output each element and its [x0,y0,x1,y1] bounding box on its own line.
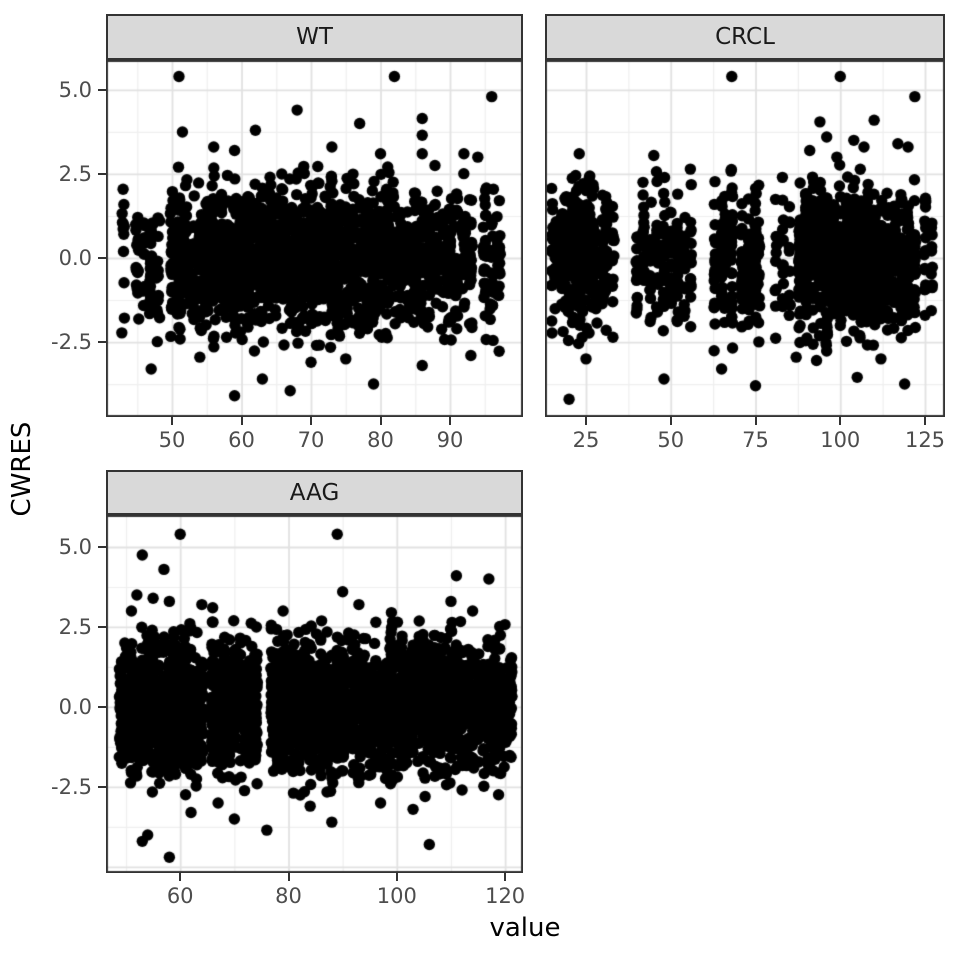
x-tick-mark [924,417,926,425]
x-tick-label: 120 [485,884,526,908]
y-tick-label: 5.0 [58,77,92,102]
x-tick-label: 80 [367,428,394,452]
x-tick-mark [287,873,290,881]
x-tick-label: 50 [158,428,186,452]
y-tick-mark [98,785,106,788]
y-tick-label: 0.0 [58,694,92,719]
x-tick-mark [171,417,174,425]
x-tick-mark [379,417,382,425]
y-tick-label: 2.5 [58,614,92,639]
x-tick-mark [754,417,757,425]
scatter-panel-canvas [106,515,523,873]
facet-strip: AAG [106,470,523,515]
x-tick-mark [179,873,182,881]
y-tick-mark [98,256,106,259]
x-tick-label: 125 [904,428,946,452]
scatter-panel-canvas [545,60,945,417]
x-axis-title: value [489,913,561,943]
x-tick-label: 75 [742,428,769,452]
x-tick-mark [240,417,243,425]
y-tick-label: -2.5 [51,330,92,355]
y-axis-title: CWRES [7,421,37,517]
x-tick-label: 25 [572,428,600,452]
x-tick-mark [395,873,398,881]
x-tick-label: 60 [228,428,255,452]
x-tick-mark [585,417,588,425]
scatter-panel-canvas [106,60,523,417]
x-tick-mark [669,417,672,425]
x-tick-label: 70 [297,428,325,452]
x-tick-label: 100 [376,884,417,908]
x-tick-mark [504,873,507,881]
y-tick-label: 5.0 [58,534,92,559]
x-tick-label: 50 [657,428,685,452]
y-tick-mark [98,705,106,708]
y-tick-label: 2.5 [58,161,92,186]
y-tick-mark [98,625,106,628]
x-tick-label: 100 [820,428,861,452]
y-tick-mark [98,88,106,91]
x-tick-mark [449,417,452,425]
x-tick-mark [310,417,313,425]
x-tick-label: 60 [166,884,194,908]
facet-strip-label: AAG [289,479,340,506]
y-tick-label: 0.0 [58,245,92,270]
x-tick-label: 80 [275,884,302,908]
y-tick-label: -2.5 [51,774,92,799]
x-tick-label: 90 [436,428,464,452]
facet-strip-label: WT [296,24,333,50]
facet-strip: CRCL [545,14,945,60]
facet-strip-label: CRCL [715,24,775,50]
y-tick-mark [98,545,106,548]
x-tick-mark [839,417,842,425]
y-tick-mark [98,341,106,344]
y-tick-mark [98,172,106,175]
facet-strip: WT [106,14,523,60]
